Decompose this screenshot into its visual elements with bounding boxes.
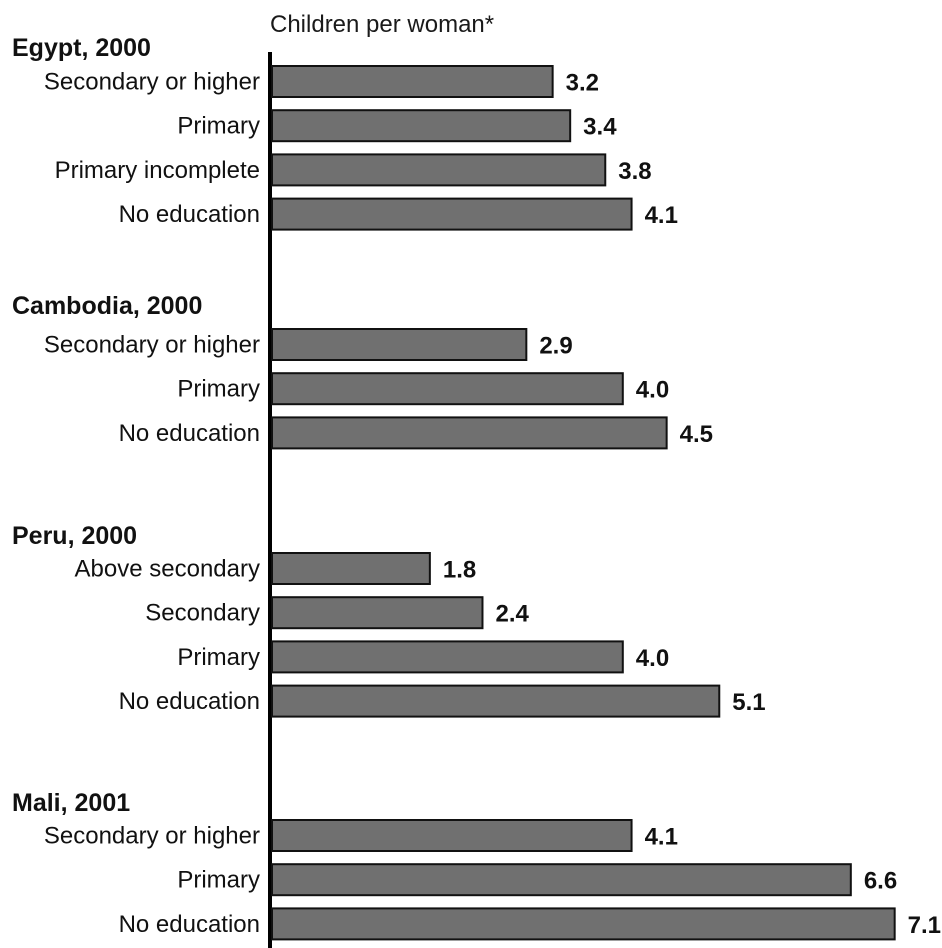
value-label: 4.0 bbox=[636, 377, 669, 404]
bar bbox=[271, 819, 633, 852]
category-label: Above secondary bbox=[75, 556, 260, 583]
group-1: Cambodia, 2000 Secondary or higher 2.9 Prim… bbox=[12, 292, 713, 450]
bar bbox=[271, 907, 896, 941]
category-label: Secondary or higher bbox=[44, 69, 260, 96]
value-label: 3.2 bbox=[566, 70, 599, 97]
group-title: Cambodia, 2000 bbox=[12, 292, 202, 320]
category-label: Secondary or higher bbox=[44, 332, 260, 359]
value-label: 1.8 bbox=[443, 557, 476, 584]
x-axis-title: Children per woman* bbox=[270, 11, 494, 38]
value-label: 7.1 bbox=[908, 912, 941, 939]
bar bbox=[271, 684, 721, 718]
bar bbox=[271, 153, 607, 187]
category-label: Primary incomplete bbox=[55, 157, 260, 184]
value-label: 4.1 bbox=[645, 202, 678, 229]
bar bbox=[271, 596, 484, 630]
value-label: 4.0 bbox=[636, 645, 669, 672]
bar bbox=[271, 372, 624, 406]
category-label: Primary bbox=[177, 867, 260, 894]
plot-area: Egypt, 2000 Secondary or higher 3.2 Primary… bbox=[12, 34, 941, 941]
bar bbox=[271, 197, 633, 231]
category-label: Primary bbox=[177, 113, 260, 140]
category-label: No education bbox=[119, 201, 260, 228]
category-label: Secondary or higher bbox=[44, 823, 260, 850]
group-title: Peru, 2000 bbox=[12, 522, 137, 550]
value-label: 3.8 bbox=[618, 158, 651, 185]
bar bbox=[271, 328, 528, 361]
value-label: 5.1 bbox=[732, 689, 765, 716]
group-3: Mali, 2001 Secondary or higher 4.1 Primary 6… bbox=[12, 789, 941, 941]
value-label: 3.4 bbox=[583, 114, 617, 141]
group-0: Egypt, 2000 Secondary or higher 3.2 Primary… bbox=[12, 34, 678, 231]
category-label: No education bbox=[119, 420, 260, 447]
value-label: 2.4 bbox=[495, 601, 529, 628]
bar bbox=[271, 640, 624, 674]
bar bbox=[271, 552, 431, 585]
bar bbox=[271, 863, 852, 897]
bar bbox=[271, 65, 554, 98]
category-label: Primary bbox=[177, 644, 260, 671]
category-label: Secondary bbox=[145, 600, 260, 627]
bar bbox=[271, 109, 572, 143]
value-label: 4.1 bbox=[645, 824, 678, 851]
value-label: 6.6 bbox=[864, 868, 897, 895]
bar bbox=[271, 416, 668, 450]
group-title: Egypt, 2000 bbox=[12, 34, 151, 62]
group-title: Mali, 2001 bbox=[12, 789, 130, 817]
category-label: No education bbox=[119, 911, 260, 938]
value-label: 2.9 bbox=[539, 333, 572, 360]
value-label: 4.5 bbox=[680, 421, 713, 448]
category-label: Primary bbox=[177, 376, 260, 403]
category-label: No education bbox=[119, 688, 260, 715]
group-2: Peru, 2000 Above secondary 1.8 Secondary 2.4… bbox=[12, 522, 766, 718]
